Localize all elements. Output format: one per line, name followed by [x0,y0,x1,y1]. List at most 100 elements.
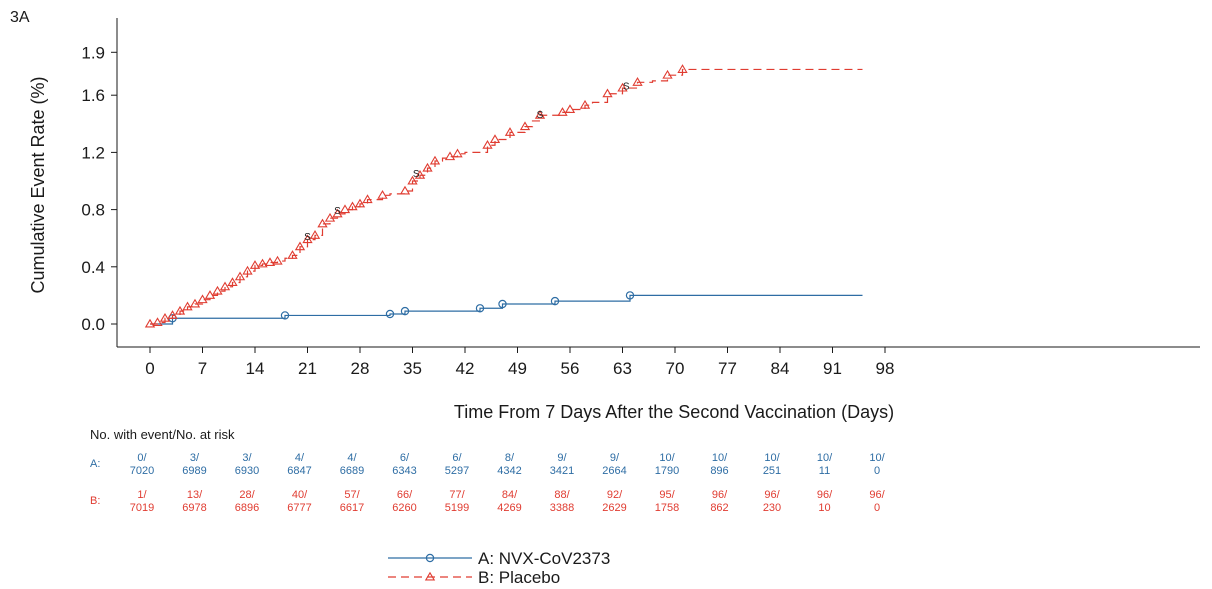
data-point-b [429,155,441,165]
x-tick-label: 21 [298,359,317,378]
risk-at-risk: 6689 [340,465,364,477]
censor-mark: S [413,169,420,180]
censor-mark: S [537,110,544,121]
risk-events: 28/ [239,489,255,501]
x-axis-title: Time From 7 Days After the Second Vaccin… [454,402,894,422]
risk-at-risk: 6989 [182,465,206,477]
data-point-b [662,69,673,79]
risk-table: A: 0/70203/69893/69304/68474/66896/63436/… [90,452,886,514]
data-point-b [482,139,493,149]
data-point-b [414,169,426,179]
risk-events: 10/ [869,452,885,464]
risk-events: 13/ [187,489,203,501]
risk-events: 66/ [397,489,413,501]
risk-events: 40/ [292,489,308,501]
y-axis-title: Cumulative Event Rate (%) [28,76,48,293]
risk-events: 95/ [659,489,675,501]
risk-at-risk: 10 [818,502,830,514]
data-point-a [385,309,395,319]
legend-marker-b [424,571,436,581]
risk-at-risk: 1758 [655,502,679,514]
x-tick-label: 70 [666,359,685,378]
data-point-b [489,134,501,144]
data-point-b [264,257,276,267]
risk-events: 6/ [400,452,410,464]
x-tick-label: 98 [876,359,895,378]
data-point-b [444,151,456,161]
legend-label-b: B: Placebo [478,568,560,587]
y-tick-label: 1.6 [81,86,105,105]
risk-at-risk: 6343 [392,465,416,477]
data-point-b [399,185,411,195]
x-tick-label: 42 [456,359,475,378]
data-point-b [249,260,261,269]
data-point-a [475,304,485,313]
x-tick-label: 7 [198,359,207,378]
x-tick-label: 0 [145,359,154,378]
data-point-b [332,208,343,218]
risk-at-risk: 4269 [497,502,521,514]
data-point-b [227,277,238,287]
data-point-b [452,148,463,158]
data-point-b [324,212,336,222]
x-tick-label: 28 [351,359,370,378]
risk-events: 96/ [869,489,885,501]
x-tick-label: 84 [771,359,790,378]
panel-label: 3A [10,9,30,26]
risk-events: 4/ [295,452,305,464]
data-point-b [557,107,568,116]
x-tick-label: 35 [403,359,422,378]
risk-at-risk: 251 [763,465,781,477]
legend-label-a: A: NVX-CoV2373 [478,549,610,568]
data-point-b [519,121,531,131]
data-point-b [362,194,373,204]
legend-marker-a [425,553,435,563]
risk-at-risk: 0 [874,502,880,514]
data-point-b [242,265,253,275]
risk-at-risk: 3421 [550,465,574,477]
data-point-b [422,162,433,172]
data-point-b [579,99,591,109]
data-point-b [152,317,163,327]
data-point-b [272,255,283,265]
data-point-b [407,175,418,185]
data-point-b [504,127,516,136]
risk-at-risk: 862 [710,502,728,514]
risk-events: 92/ [607,489,623,501]
risk-at-risk: 2629 [602,502,626,514]
risk-at-risk: 5297 [445,465,469,477]
y-tick-label: 0.8 [81,201,105,220]
data-point-b [347,201,358,211]
risk-at-risk: 6617 [340,502,364,514]
series-b [144,64,863,328]
risk-at-risk: 7020 [130,465,154,477]
x-tick-label: 77 [718,359,737,378]
y-tick-label: 1.2 [81,143,105,162]
data-point-b [287,250,298,259]
data-point-a [625,291,635,300]
censor-mark: S [334,206,341,217]
risk-events: 9/ [610,452,620,464]
axes: 0 7 14 21 28 35 42 49 56 63 70 77 84 91 98 0.0 0.4 0.8 1.2… [81,18,1200,378]
risk-events: 6/ [452,452,462,464]
x-tick-label: 91 [823,359,842,378]
y-tick-label: 1.9 [81,43,105,62]
data-point-a [550,296,560,306]
data-point-b [234,271,246,281]
x-tick-label: 63 [613,359,632,378]
data-point-b [354,198,366,208]
series-line-a [150,294,863,325]
risk-at-risk: 6978 [182,502,206,514]
data-point-b [617,82,628,92]
risk-at-risk: 230 [763,502,781,514]
risk-table-header: No. with event/No. at risk [90,427,235,442]
risk-at-risk: 2664 [602,465,626,477]
risk-at-risk: 6930 [235,465,259,477]
risk-at-risk: 6777 [287,502,311,514]
risk-events: 10/ [764,452,780,464]
data-point-b [212,285,223,295]
censor-mark: S [623,82,630,93]
risk-events: 10/ [659,452,675,464]
data-point-b [167,310,178,319]
risk-events: 1/ [137,489,147,501]
